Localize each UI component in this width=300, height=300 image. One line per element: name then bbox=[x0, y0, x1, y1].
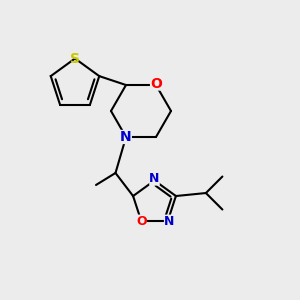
Text: N: N bbox=[164, 215, 174, 228]
Text: N: N bbox=[149, 172, 160, 185]
Text: O: O bbox=[150, 76, 162, 91]
Text: O: O bbox=[136, 215, 147, 228]
Text: S: S bbox=[70, 52, 80, 65]
Text: N: N bbox=[120, 130, 132, 144]
